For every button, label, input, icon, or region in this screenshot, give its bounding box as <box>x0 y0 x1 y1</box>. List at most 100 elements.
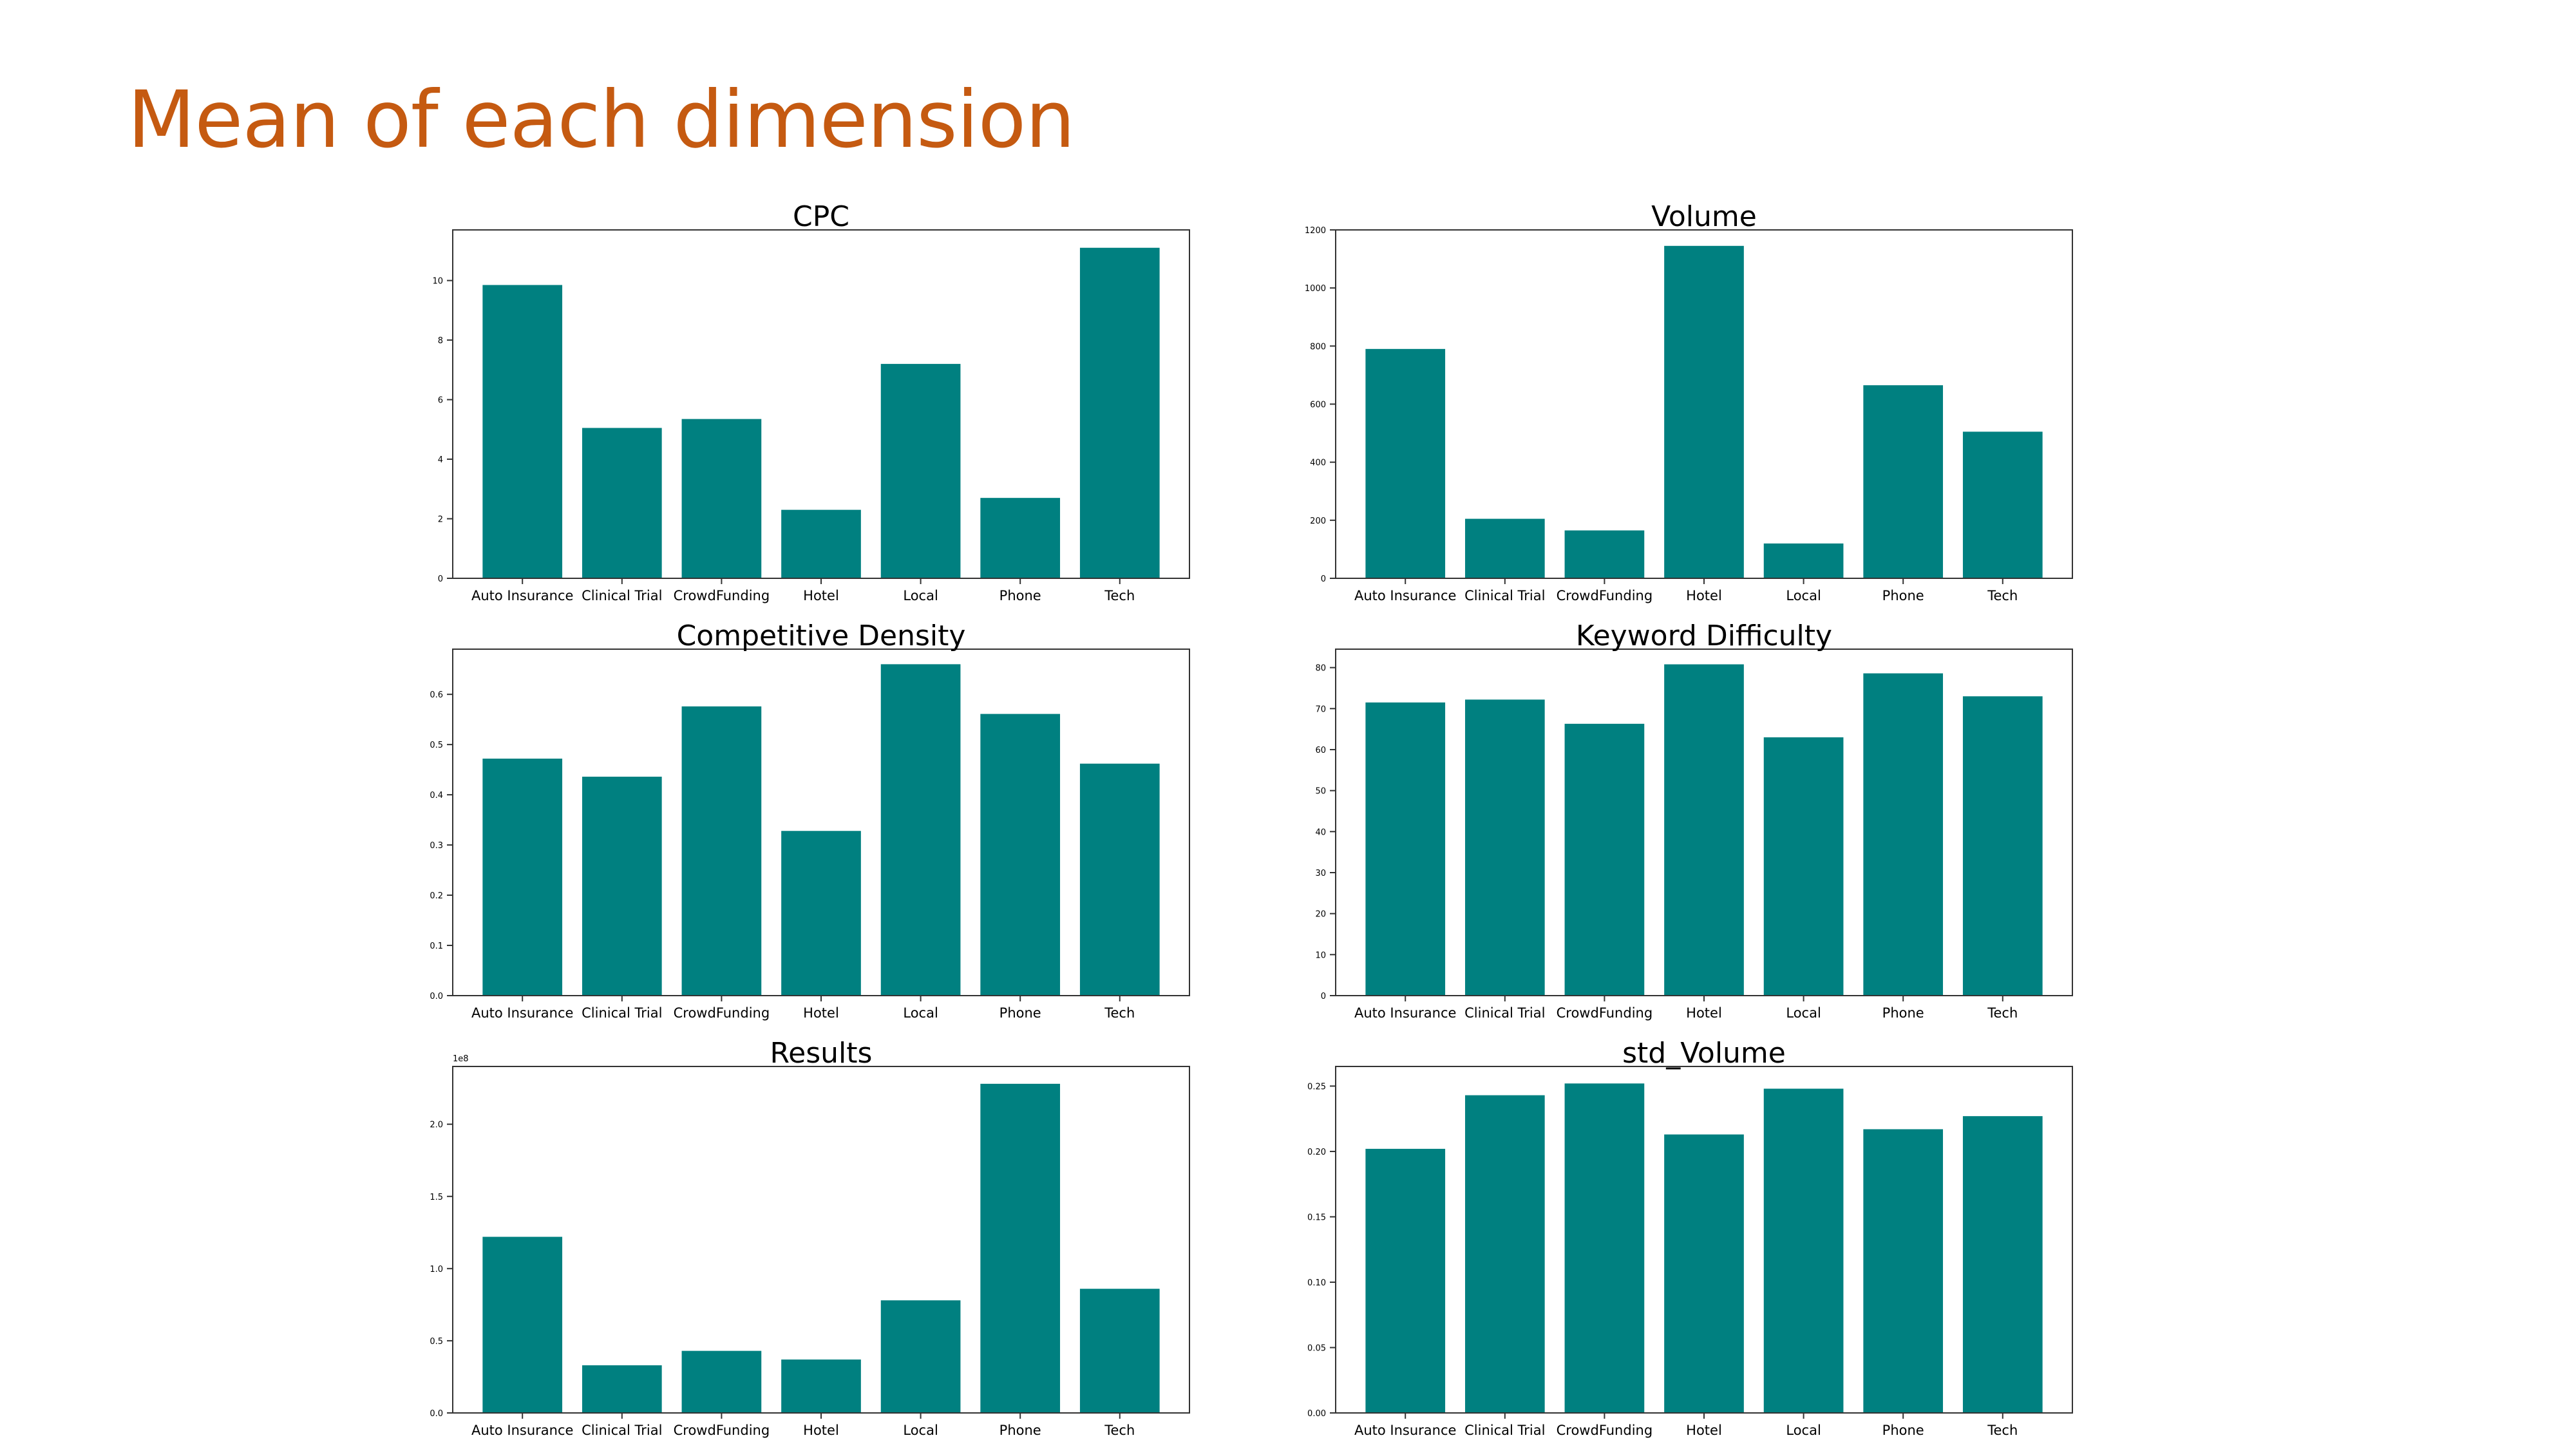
chart-title: Results <box>770 1037 873 1070</box>
chart-bar <box>1962 1116 2043 1413</box>
chart-bar <box>781 1359 861 1413</box>
chart-bar <box>1079 763 1160 996</box>
x-tick-label: Local <box>1786 588 1821 603</box>
x-tick-label: Local <box>903 1423 938 1438</box>
x-tick-label: Phone <box>1882 1423 1924 1438</box>
chart-bar <box>482 285 563 578</box>
chart-title: Volume <box>1651 200 1757 233</box>
x-tick-label: Auto Insurance <box>1354 1423 1456 1438</box>
y-tick-label: 400 <box>1310 459 1326 468</box>
x-tick-label: CrowdFunding <box>674 588 770 603</box>
x-tick-label: Hotel <box>1686 1423 1722 1438</box>
y-tick-label: 0.25 <box>1307 1082 1326 1092</box>
y-tick-label: 0.3 <box>430 841 443 851</box>
chart-panel: Auto Insurance Clinical Trial CrowdFunding… <box>430 1037 1190 1438</box>
x-tick-label: Hotel <box>1686 1005 1722 1021</box>
x-tick-label: Hotel <box>803 1005 839 1021</box>
chart-bar <box>880 664 961 996</box>
chart-bar <box>1763 737 1844 996</box>
chart-bar <box>1365 702 1446 996</box>
x-tick-label: Phone <box>1882 588 1924 603</box>
y-tick-label: 0.5 <box>430 1337 443 1347</box>
y-tick-label: 2 <box>438 515 443 525</box>
x-tick-label: CrowdFunding <box>674 1005 770 1021</box>
y-tick-label: 0.1 <box>430 942 443 951</box>
chart-bar <box>681 419 762 578</box>
x-tick-label: Phone <box>999 1423 1041 1438</box>
x-tick-label: CrowdFunding <box>1557 1005 1653 1021</box>
y-tick-label: 40 <box>1315 828 1326 837</box>
x-tick-label: Phone <box>1882 1005 1924 1021</box>
chart-bar <box>1863 1129 1944 1413</box>
chart-bar <box>1464 518 1545 578</box>
chart-bar <box>1365 348 1446 578</box>
chart-bar <box>1564 530 1645 578</box>
chart-bar <box>1763 543 1844 578</box>
chart-bar <box>482 758 563 996</box>
chart-bar <box>582 428 662 578</box>
x-tick-label: CrowdFunding <box>1557 588 1653 603</box>
x-tick-label: Tech <box>1987 1423 2018 1438</box>
chart-title: Competitive Density <box>677 620 966 652</box>
chart-bar <box>880 364 961 578</box>
x-tick-label: Auto Insurance <box>471 1423 573 1438</box>
y-tick-label: 0.05 <box>1307 1343 1326 1353</box>
y-tick-label: 60 <box>1315 746 1326 755</box>
y-tick-label: 20 <box>1315 910 1326 920</box>
x-tick-label: Tech <box>1104 1005 1135 1021</box>
chart-bar <box>482 1236 563 1413</box>
chart-panel: Auto Insurance Clinical Trial CrowdFunding… <box>1315 620 2073 1021</box>
chart-panel: Auto Insurance Clinical Trial CrowdFunding… <box>1305 200 2073 603</box>
chart-bar <box>781 509 861 578</box>
chart-bar <box>1664 664 1744 996</box>
y-tick-label: 1.5 <box>430 1193 443 1202</box>
chart-bar <box>1863 385 1944 578</box>
x-tick-label: Clinical Trial <box>582 588 662 603</box>
slide-title: Mean of each dimension <box>128 74 1075 166</box>
chart-bar <box>1079 247 1160 578</box>
x-tick-label: Clinical Trial <box>1464 1423 1545 1438</box>
y-tick-label: 0.15 <box>1307 1213 1326 1222</box>
chart-bar <box>1863 673 1944 996</box>
x-tick-label: Auto Insurance <box>1354 588 1456 603</box>
chart-title: CPC <box>793 200 849 233</box>
chart-bar <box>980 714 1061 996</box>
chart-bar <box>1365 1148 1446 1413</box>
x-tick-label: Clinical Trial <box>1464 588 1545 603</box>
y-tick-label: 800 <box>1310 342 1326 352</box>
y-tick-label: 0.10 <box>1307 1278 1326 1288</box>
x-tick-label: Tech <box>1987 1005 2018 1021</box>
y-offset-label: 1e8 <box>453 1054 469 1064</box>
y-tick-label: 1200 <box>1305 226 1326 236</box>
chart-bar <box>1664 245 1744 578</box>
x-tick-label: Tech <box>1104 588 1135 603</box>
x-tick-label: Hotel <box>803 588 839 603</box>
y-tick-label: 600 <box>1310 401 1326 410</box>
x-tick-label: Tech <box>1104 1423 1135 1438</box>
chart-bar <box>1464 699 1545 996</box>
y-tick-label: 80 <box>1315 664 1326 674</box>
y-tick-label: 0.6 <box>430 690 443 700</box>
x-tick-label: Hotel <box>1686 588 1722 603</box>
x-tick-label: Local <box>1786 1005 1821 1021</box>
y-tick-label: 70 <box>1315 705 1326 714</box>
y-tick-label: 1.0 <box>430 1265 443 1274</box>
chart-bar <box>681 1350 762 1413</box>
y-tick-label: 0.20 <box>1307 1148 1326 1157</box>
y-tick-label: 0.0 <box>430 992 443 1001</box>
x-tick-label: Clinical Trial <box>1464 1005 1545 1021</box>
chart-panel: Auto Insurance Clinical Trial CrowdFunding… <box>432 200 1190 603</box>
x-tick-label: Auto Insurance <box>1354 1005 1456 1021</box>
chart-panel: Auto Insurance Clinical Trial CrowdFunding… <box>1307 1037 2073 1438</box>
chart-bar <box>1962 696 2043 996</box>
x-tick-label: Auto Insurance <box>471 588 573 603</box>
x-tick-label: Local <box>1786 1423 1821 1438</box>
chart-bar <box>1564 1083 1645 1413</box>
chart-title: Keyword Difficulty <box>1576 620 1832 652</box>
x-tick-label: Clinical Trial <box>582 1423 662 1438</box>
x-tick-label: CrowdFunding <box>1557 1423 1653 1438</box>
x-tick-label: Phone <box>999 1005 1041 1021</box>
chart-bar <box>681 706 762 996</box>
x-tick-label: Hotel <box>803 1423 839 1438</box>
